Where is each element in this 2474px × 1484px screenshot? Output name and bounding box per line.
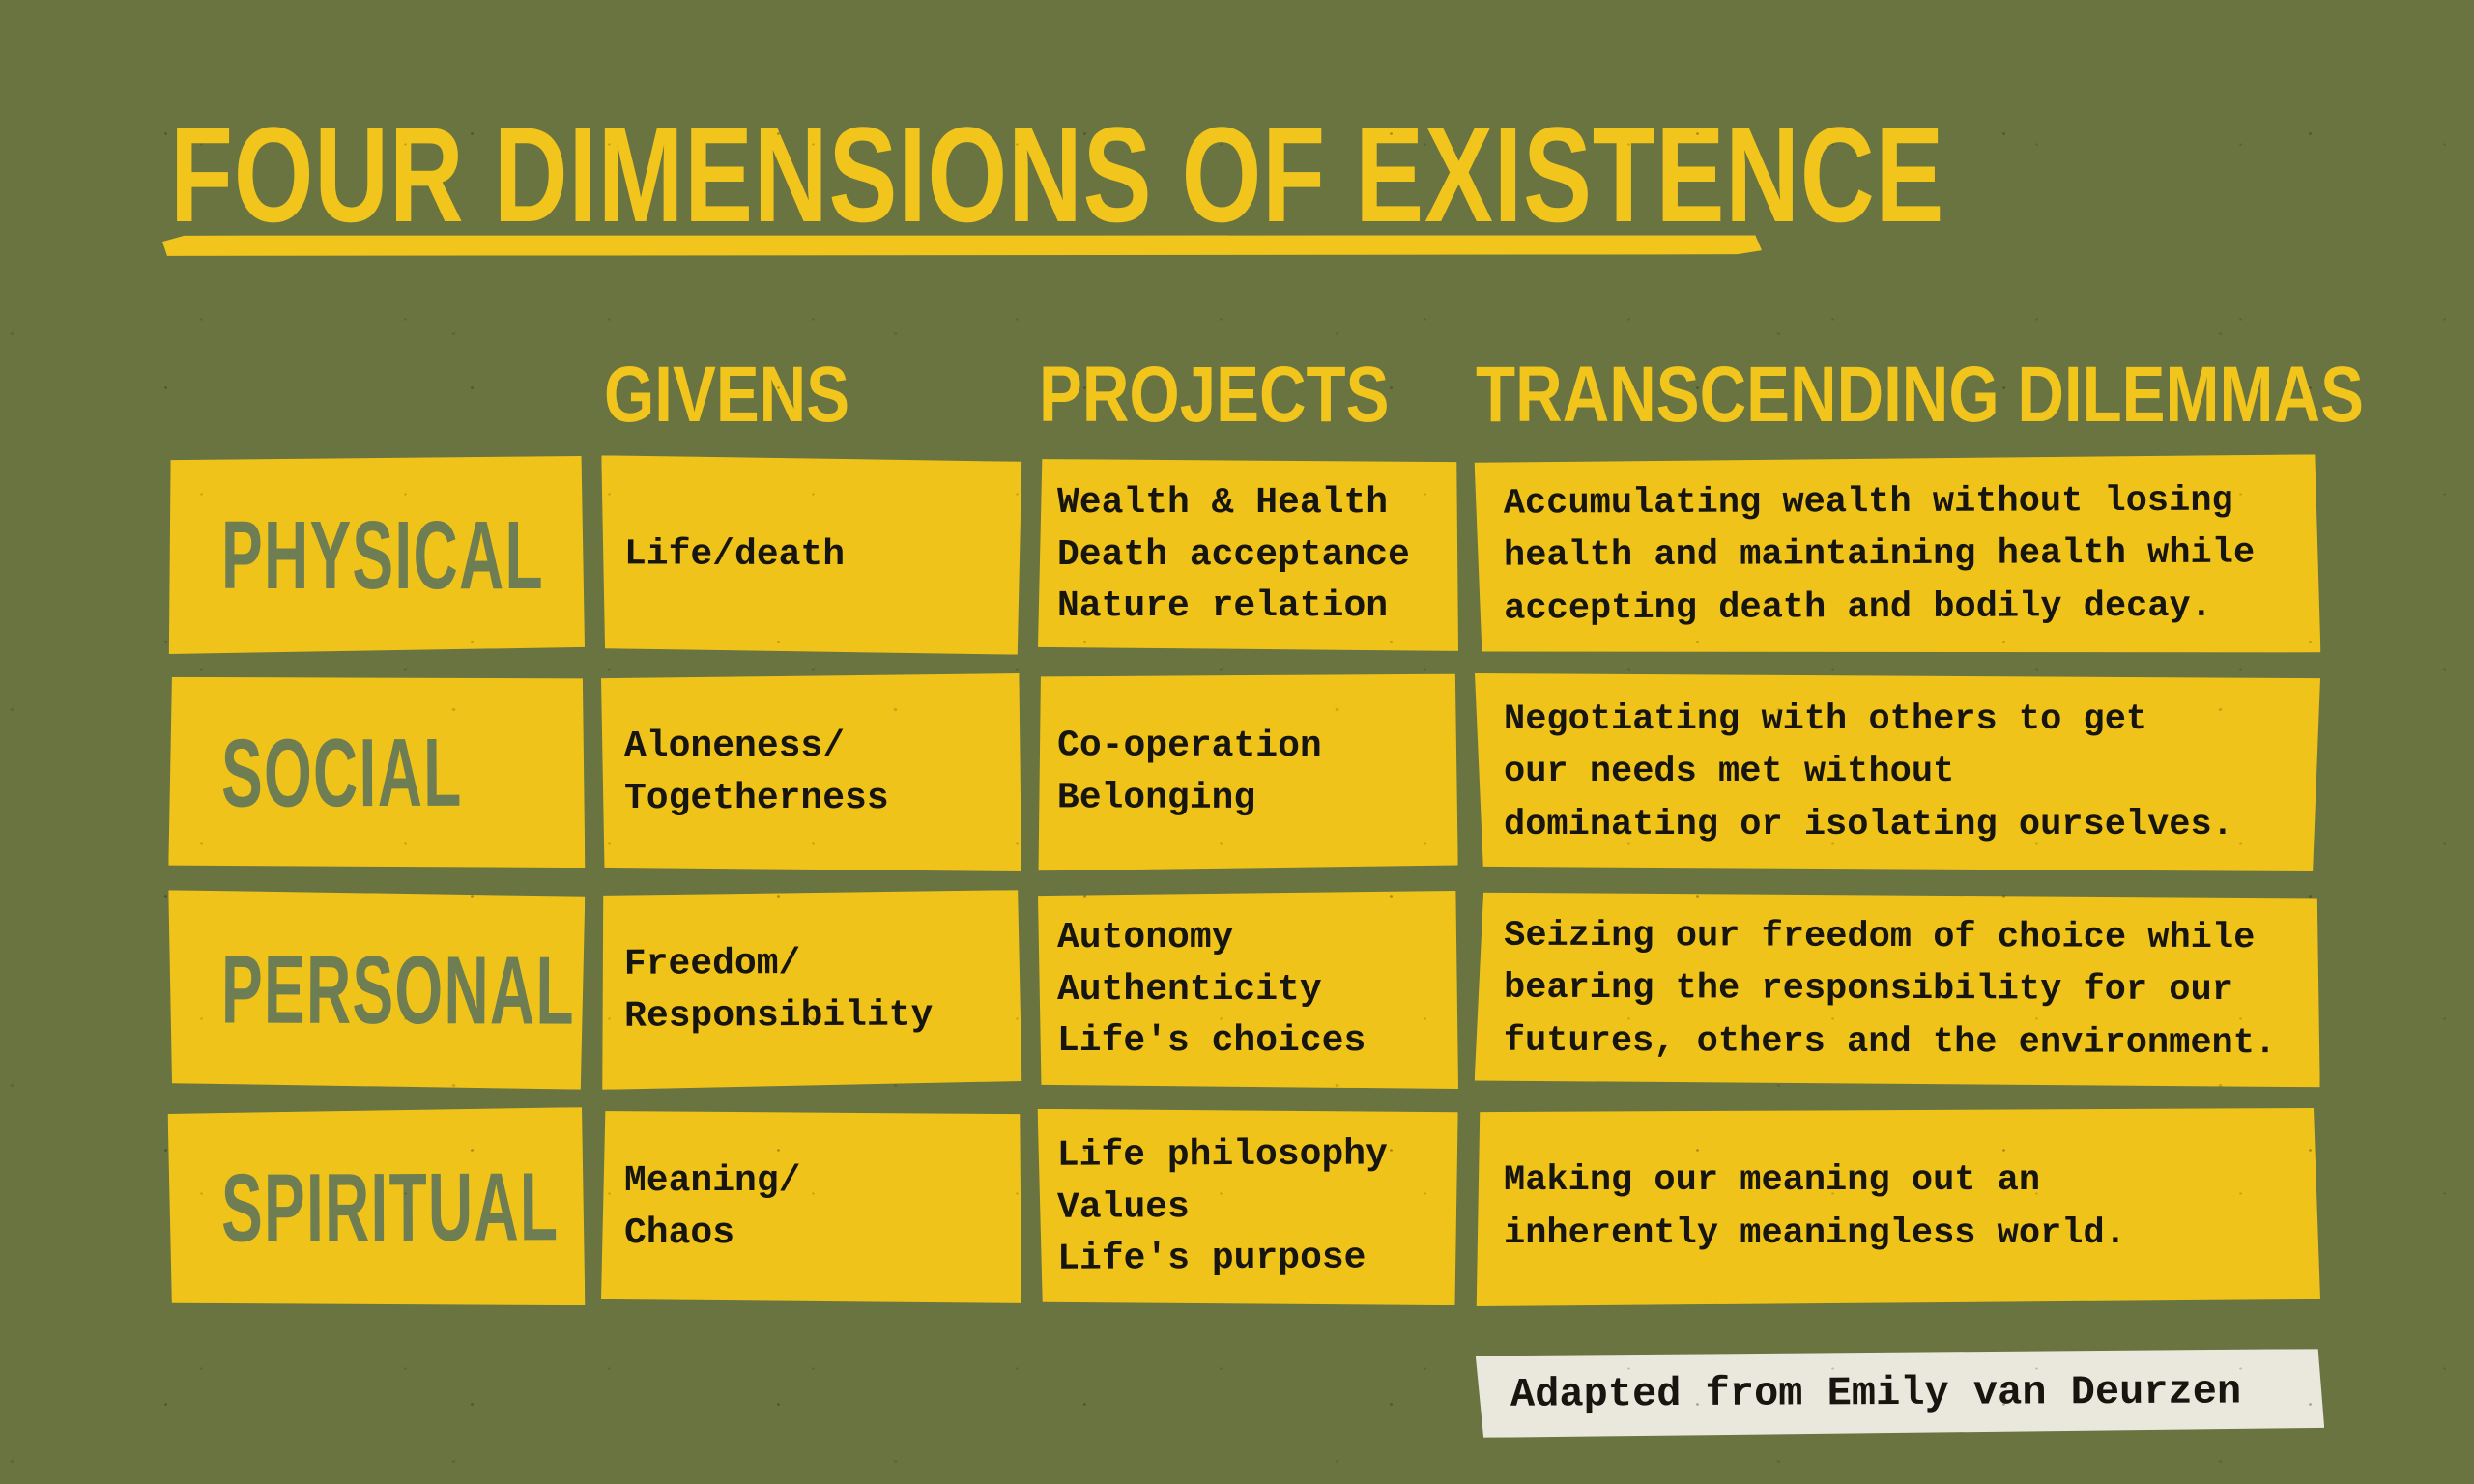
cell-spiritual-projects: Life philosophy Values Life's purpose [1038, 1107, 1459, 1307]
cell-social-dimension: SOCIAL [168, 672, 586, 872]
spiritual-givens-text: Meaning/ Chaos [624, 1159, 801, 1254]
cell-social-dilemma: Negotiating with others to get our needs… [1475, 673, 2320, 871]
cell-spiritual-givens: Meaning/ Chaos [601, 1111, 1021, 1303]
social-projects-text: Co-operation Belonging [1056, 724, 1322, 819]
column-header-projects: PROJECTS [1039, 351, 1390, 439]
spiritual-row-label: SPIRITUAL [220, 1152, 560, 1263]
title-underline [162, 232, 1762, 257]
social-dilemma-text: Negotiating with others to get our needs… [1504, 699, 2233, 845]
credit-text: Adapted from Emily van Deurzen [1510, 1368, 2242, 1418]
social-row-label: SOCIAL [220, 718, 463, 828]
physical-dilemma-text: Accumulating wealth without losing healt… [1503, 481, 2256, 630]
cell-physical-projects: Wealth & Health Death acceptance Nature … [1038, 459, 1458, 651]
personal-row-label: PERSONAL [220, 934, 576, 1045]
cell-personal-dimension: PERSONAL [168, 890, 586, 1089]
cell-social-projects: Co-operation Belonging [1038, 672, 1459, 871]
cell-spiritual-dimension: SPIRITUAL [168, 1107, 586, 1307]
cell-physical-givens: Life/death [601, 455, 1022, 654]
spiritual-dilemma-text: Making our meaning out an inherently mea… [1504, 1160, 2126, 1254]
cell-personal-givens: Freedom/ Responsibility [601, 890, 1022, 1090]
spiritual-projects-text: Life philosophy Values Life's purpose [1056, 1133, 1388, 1281]
cell-physical-dimension: PHYSICAL [168, 456, 585, 654]
cell-physical-dilemma: Accumulating wealth without losing healt… [1475, 454, 2321, 655]
page-title: FOUR DIMENSIONS OF EXISTENCE [170, 99, 1945, 250]
personal-givens-text: Freedom/ Responsibility [623, 942, 934, 1038]
cell-personal-projects: Autonomy Authenticity Life's choices [1038, 891, 1458, 1089]
credit-badge: Adapted from Emily van Deurzen [1476, 1349, 2324, 1438]
physical-projects-text: Wealth & Health Death acceptance Nature … [1057, 481, 1410, 628]
physical-row-label: PHYSICAL [221, 500, 544, 610]
personal-projects-text: Autonomy Authenticity Life's choices [1057, 916, 1366, 1063]
cell-social-givens: Aloneness/ Togetherness [601, 673, 1021, 871]
personal-dilemma-text: Seizing our freedom of choice while bear… [1503, 916, 2277, 1064]
column-header-givens: GIVENS [604, 351, 850, 439]
cell-personal-dilemma: Seizing our freedom of choice while bear… [1475, 890, 2321, 1091]
dimensions-table: PHYSICAL Life/death Wealth & Health Deat… [168, 456, 2320, 1306]
cell-spiritual-dilemma: Making our meaning out an inherently mea… [1476, 1108, 2320, 1306]
column-header-transcending-dilemmas: TRANSCENDING DILEMMAS [1476, 351, 2364, 439]
social-givens-text: Aloneness/ Togetherness [624, 725, 889, 819]
physical-givens-text: Life/death [623, 532, 846, 576]
